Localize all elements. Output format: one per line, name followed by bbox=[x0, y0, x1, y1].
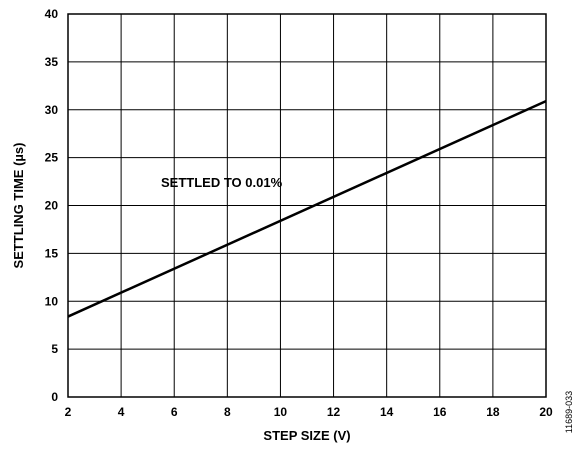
y-tick-label: 30 bbox=[45, 103, 59, 117]
y-tick-label: 15 bbox=[45, 246, 59, 260]
x-axis-title: STEP SIZE (V) bbox=[263, 428, 350, 443]
x-tick-label: 4 bbox=[118, 405, 125, 419]
figure-id: 11689-033 bbox=[564, 391, 574, 433]
annotation-settled: SETTLED TO 0.01% bbox=[161, 175, 283, 190]
x-tick-label: 12 bbox=[327, 405, 341, 419]
x-tick-label: 2 bbox=[65, 405, 72, 419]
x-tick-label: 14 bbox=[380, 405, 394, 419]
x-tick-label: 18 bbox=[486, 405, 500, 419]
y-tick-label: 0 bbox=[51, 390, 58, 404]
y-tick-label: 35 bbox=[45, 55, 59, 69]
y-tick-label: 25 bbox=[45, 151, 59, 165]
y-tick-label: 10 bbox=[45, 294, 59, 308]
y-axis-title: SETTLING TIME (µs) bbox=[11, 143, 26, 269]
x-tick-label: 6 bbox=[171, 405, 178, 419]
y-tick-label: 5 bbox=[51, 342, 58, 356]
x-tick-label: 16 bbox=[433, 405, 447, 419]
y-tick-label: 20 bbox=[45, 199, 59, 213]
plot-frame bbox=[67, 13, 547, 398]
x-tick-label: 20 bbox=[539, 405, 553, 419]
grid bbox=[67, 13, 547, 398]
y-tick-label: 40 bbox=[45, 7, 59, 21]
series-line bbox=[67, 99, 547, 318]
x-tick-label: 8 bbox=[224, 405, 231, 419]
tick-labels: 2 4 6 8 10 12 14 16 18 20 0 5 10 15 20 25 30 35 40 bbox=[45, 7, 553, 419]
series-group bbox=[67, 99, 547, 318]
x-tick-label: 10 bbox=[274, 405, 288, 419]
